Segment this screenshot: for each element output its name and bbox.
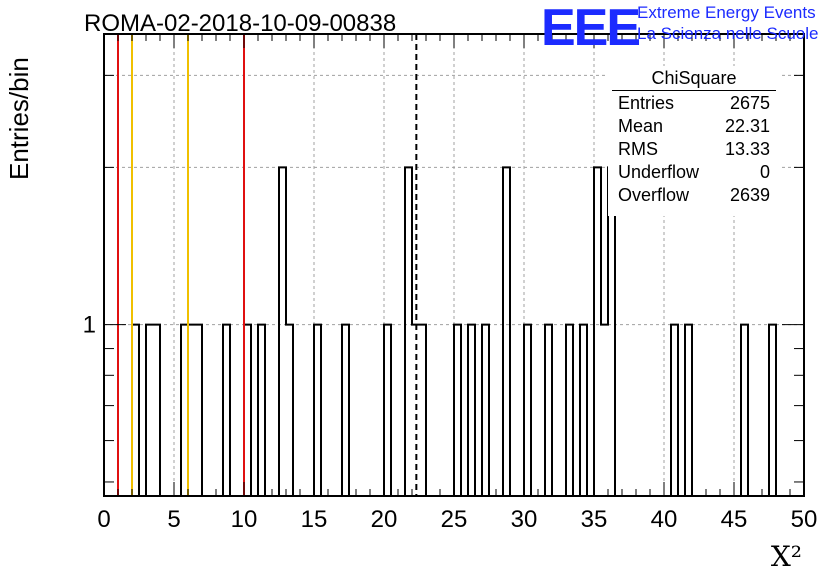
histogram-bin — [566, 325, 573, 496]
histogram-bin — [594, 167, 601, 496]
stats-value: 2639 — [729, 185, 770, 205]
stats-row-entries: Entries 2675 — [618, 93, 770, 115]
stats-label: RMS — [618, 139, 658, 159]
x-tick-label: 5 — [167, 506, 180, 533]
stats-row-underflow: Underflow 0 — [618, 162, 770, 184]
histogram-bin — [146, 325, 153, 496]
x-tick-label: 15 — [301, 506, 328, 533]
histogram-bin — [342, 325, 349, 496]
histogram-bin — [741, 325, 748, 496]
x-tick-label: 20 — [371, 506, 398, 533]
histogram-bin — [244, 325, 251, 496]
x-tick-label: 25 — [441, 506, 468, 533]
x-tick-label: 30 — [511, 506, 538, 533]
histogram-bin — [132, 325, 139, 496]
histogram-bin — [503, 167, 510, 496]
y-tick-label: 1 — [83, 312, 96, 339]
histogram-bin — [482, 325, 489, 496]
histogram-outline — [104, 166, 804, 497]
histogram-bin — [419, 325, 426, 496]
stats-value: 2675 — [729, 93, 770, 113]
histogram-bin — [524, 325, 531, 496]
stats-label: Overflow — [618, 185, 690, 205]
stats-row-rms: RMS 13.33 — [618, 139, 770, 161]
histogram-bin — [223, 325, 230, 496]
x-tick-label: 40 — [651, 506, 678, 533]
histogram-bin — [454, 325, 461, 496]
stats-label: Entries — [618, 93, 675, 113]
stats-value: 22.31 — [724, 116, 770, 136]
histogram-bin — [412, 325, 419, 496]
stats-value: 0 — [759, 162, 770, 182]
logo-line-1: Extreme Energy Events — [637, 3, 816, 22]
eee-logo: EEE — [541, 0, 641, 57]
x-tick-label: 0 — [97, 506, 110, 533]
histogram-bin — [601, 325, 608, 496]
histogram-bin — [188, 325, 195, 496]
histogram-bin — [580, 325, 587, 496]
stats-box: ChiSquare Entries 2675 Mean 22.31 RMS 13… — [608, 66, 780, 216]
histogram-bin — [608, 167, 615, 496]
histogram-bin — [685, 325, 692, 496]
y-axis-label: Entries/bin — [4, 57, 34, 180]
stats-value: 13.33 — [724, 139, 770, 159]
stats-divider — [612, 90, 776, 91]
histogram-bin — [181, 325, 188, 496]
histogram-bin — [545, 325, 552, 496]
stats-label: Mean — [618, 116, 664, 136]
x-tick-label: 10 — [231, 506, 258, 533]
x-tick-label: 50 — [791, 506, 818, 533]
histogram-bin — [405, 167, 412, 496]
histogram-bin — [384, 325, 391, 496]
histogram-bin — [153, 325, 160, 496]
chart-title: ROMA-02-2018-10-09-00838 — [84, 10, 397, 37]
histogram-bin — [279, 167, 286, 496]
histogram-bin — [286, 325, 293, 496]
histogram-bin — [314, 325, 321, 496]
stats-row-overflow: Overflow 2639 — [618, 185, 770, 207]
logo-line-2: La Scienza nelle Scuole — [637, 24, 819, 43]
stats-label: Underflow — [618, 162, 700, 182]
stats-title: ChiSquare — [651, 68, 737, 88]
histogram-bin — [195, 325, 202, 496]
x-tick-label: 35 — [581, 506, 608, 533]
x-tick-label: 45 — [721, 506, 748, 533]
histogram-bin — [258, 325, 265, 496]
histogram-bin — [769, 325, 776, 496]
histogram-bin — [671, 325, 678, 496]
x-axis-label: X² — [771, 540, 802, 572]
histogram-bin — [468, 325, 475, 496]
stats-row-mean: Mean 22.31 — [618, 116, 770, 138]
